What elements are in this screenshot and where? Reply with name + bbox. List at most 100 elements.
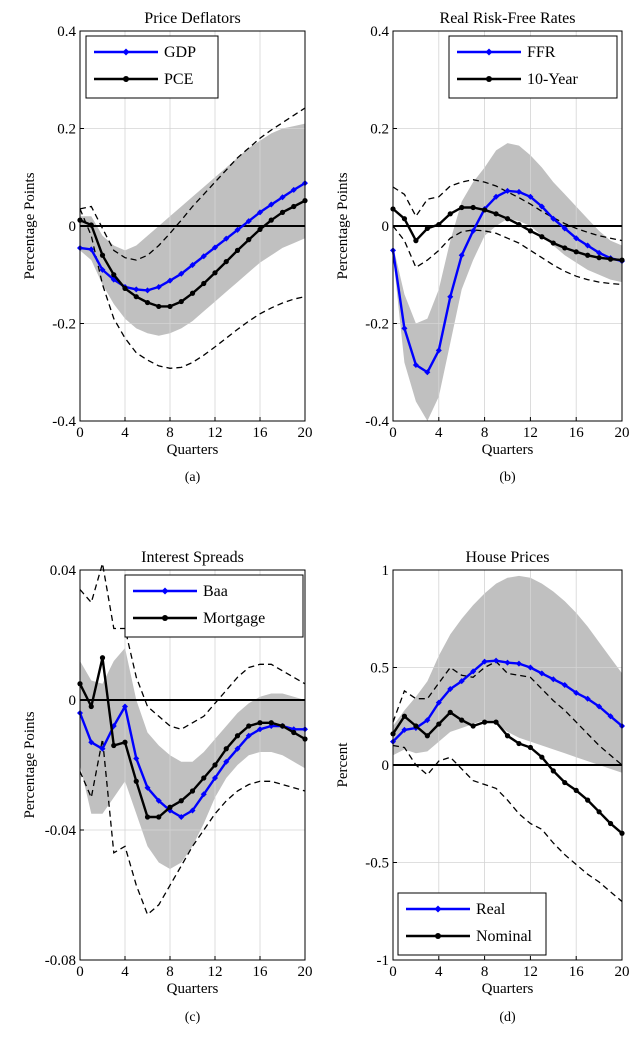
data-point: [401, 216, 408, 222]
axes-box: [79, 569, 306, 961]
panel-caption: (d): [499, 1010, 516, 1025]
data-point: [122, 285, 128, 291]
data-point: [189, 262, 196, 268]
data-point: [585, 252, 591, 258]
data-point: [585, 797, 591, 803]
data-point: [178, 814, 185, 820]
data-point: [459, 717, 465, 723]
x-tick-label: 4: [121, 425, 129, 441]
x-tick-label: 0: [76, 964, 84, 980]
y-tick-label: -0.2: [365, 317, 389, 333]
data-point: [257, 720, 263, 726]
data-point: [538, 203, 545, 210]
data-point: [201, 280, 207, 287]
panel-caption: (a): [185, 470, 201, 485]
data-point: [539, 234, 545, 240]
data-point: [234, 745, 241, 752]
data-point: [584, 695, 591, 702]
y-tick-label: -0.2: [52, 317, 76, 333]
data-point: [550, 768, 556, 774]
y-tick-label: 1: [382, 563, 390, 579]
data-point: [268, 201, 275, 208]
panel-d: 0 4 8 12 16 20 -1 -0.5 0 0.5 1 House Prices Quarters…: [335, 549, 630, 1025]
data-point: [515, 188, 522, 195]
data-point: [223, 746, 229, 752]
data-point: [607, 713, 614, 720]
x-tick-label: 4: [121, 964, 129, 980]
data-point: [279, 209, 286, 215]
y-tick-label: 0.2: [57, 122, 76, 138]
x-tick-label: 16: [569, 964, 585, 980]
x-tick-label: 4: [435, 964, 443, 980]
dashed-lower-bound: [79, 738, 306, 916]
data-point: [279, 194, 286, 201]
data-point: [189, 290, 196, 296]
data-point: [201, 775, 207, 781]
data-point: [424, 733, 430, 739]
panel-c: 0 4 8 12 16 20 -0.08 -0.04 0 0.04 Interest Spreads…: [22, 549, 313, 1025]
dashed-lower-bound: [79, 208, 306, 369]
data-point: [436, 721, 442, 727]
data-point: [88, 703, 94, 710]
data-point: [122, 703, 128, 710]
data-point: [212, 762, 218, 768]
data-point: [573, 249, 579, 255]
y-tick-label: 0.4: [57, 24, 76, 40]
data-point: [290, 186, 297, 193]
data-point: [573, 689, 580, 696]
legend-box: [448, 35, 618, 99]
data-point: [447, 211, 453, 217]
data-point: [223, 258, 229, 265]
data-point: [550, 215, 557, 222]
data-point: [493, 193, 500, 200]
data-point: [144, 287, 151, 294]
chart-title: Real Risk-Free Rates: [440, 10, 576, 27]
data-point: [458, 678, 465, 685]
x-tick-label: 8: [481, 964, 489, 980]
data-point: [413, 238, 419, 244]
dashed-upper-bound: [392, 660, 623, 766]
data-point: [212, 775, 218, 781]
y-axis-label: Percent: [335, 742, 351, 788]
legend: FFR 10-Year: [448, 35, 618, 99]
x-axis-label: Quarters: [482, 442, 534, 458]
panel-b: 0 4 8 12 16 20 -0.4 -0.2 0 0.2 0.4 Real Risk-Free R…: [335, 10, 630, 485]
data-point: [424, 369, 431, 376]
data-point: [573, 235, 580, 242]
data-point: [245, 218, 252, 225]
y-tick-label: 0: [382, 219, 390, 235]
x-tick-label: 0: [389, 964, 397, 980]
data-point: [144, 784, 151, 791]
y-tick-label: -0.4: [365, 414, 389, 430]
data-point: [516, 221, 522, 228]
data-point: [493, 719, 499, 725]
data-point: [562, 245, 568, 251]
data-point: [470, 227, 477, 234]
legend-box: [85, 35, 219, 99]
data-point: [257, 726, 263, 733]
data-point: [436, 221, 442, 228]
x-tick-label: 16: [569, 425, 585, 441]
data-point: [470, 723, 476, 729]
data-point: [133, 778, 139, 784]
dashed-lower-bound: [392, 744, 623, 902]
data-point: [99, 252, 106, 258]
data-point: [133, 294, 139, 300]
data-point: [562, 779, 568, 786]
y-axis-label: Percentage Points: [335, 172, 351, 279]
data-point: [470, 668, 477, 675]
data-point: [245, 732, 252, 739]
x-tick-label: 20: [615, 425, 630, 441]
data-point: [257, 209, 263, 216]
y-tick-label: -0.5: [365, 856, 389, 872]
data-point: [156, 303, 162, 310]
legend-marker: [162, 615, 168, 621]
legend-marker: [161, 587, 169, 595]
dashed-upper-bound: [79, 107, 306, 261]
y-axis-label: Percentage Points: [22, 711, 38, 818]
data-point: [167, 303, 173, 310]
data-point: [515, 660, 522, 667]
y-tick-label: -0.04: [45, 823, 77, 839]
legend: GDP PCE: [85, 35, 219, 99]
data-point: [223, 235, 230, 242]
